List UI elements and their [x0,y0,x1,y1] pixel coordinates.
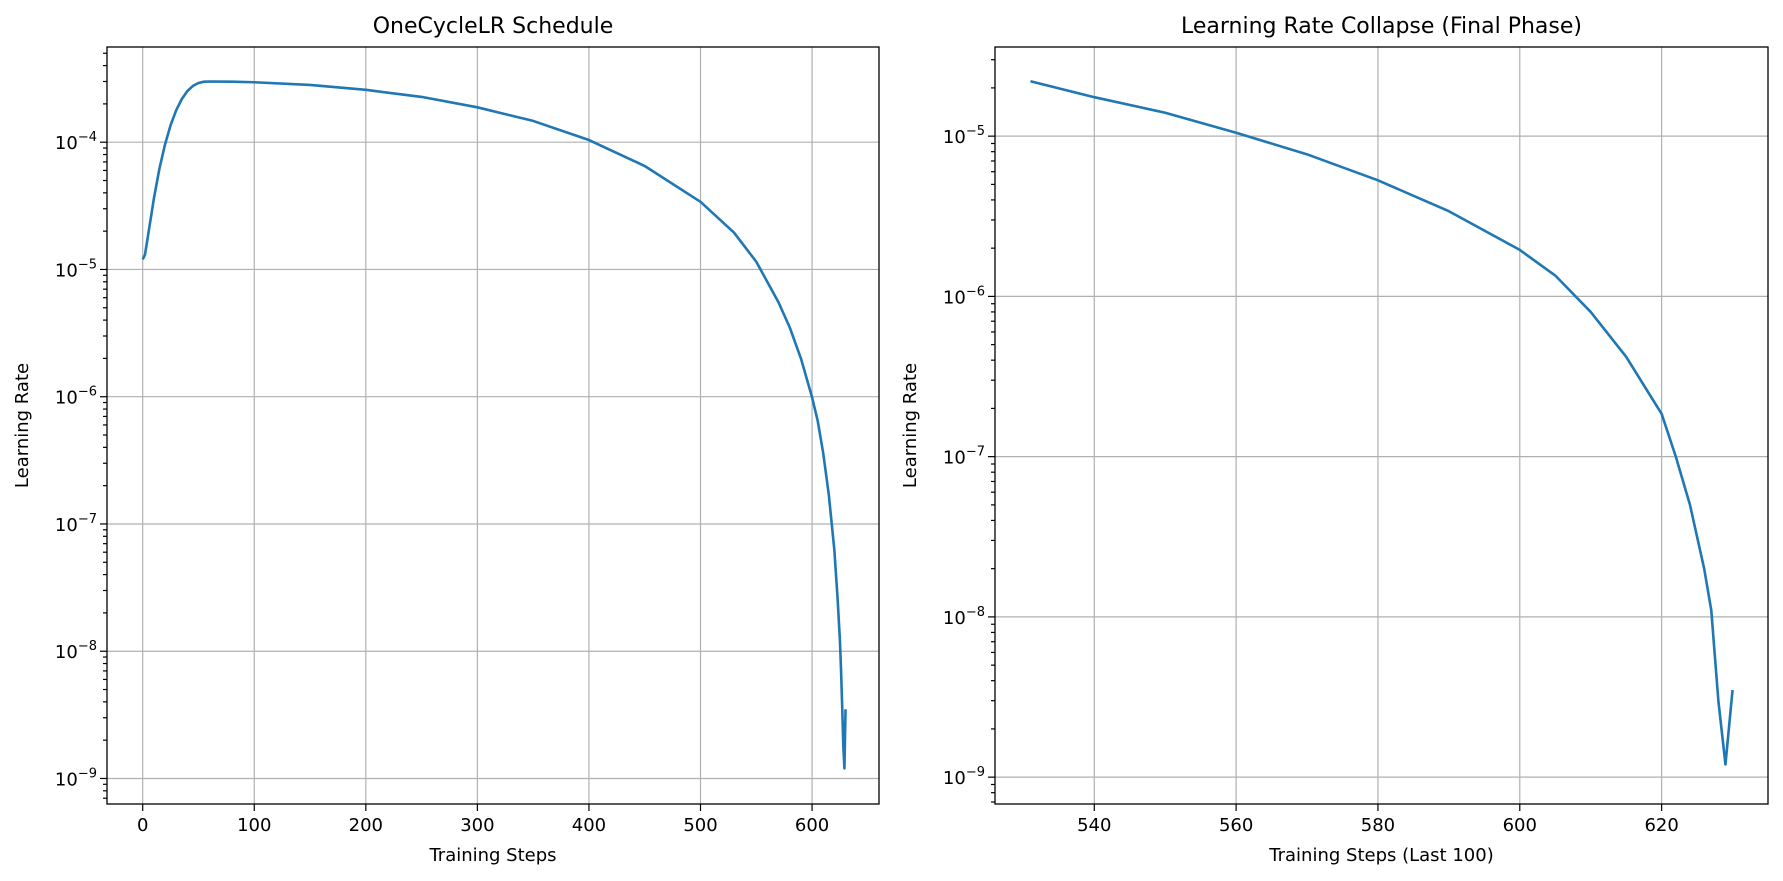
x-tick-label: 540 [1077,815,1111,836]
y-tick-label: 10−4 [55,130,97,154]
y-tick-label: 10−8 [55,639,97,663]
x-tick-label: 400 [572,815,606,836]
y-tick-label: 10−9 [943,765,985,789]
x-axis-label: Training Steps (Last 100) [1268,845,1493,866]
y-tick-label: 10−6 [943,284,985,308]
x-tick-label: 500 [683,815,717,836]
x-tick-label: 580 [1361,815,1395,836]
y-tick-label: 10−6 [55,385,97,409]
y-axis-label: Learning Rate [12,363,33,488]
chart-lr-collapse-final-phase: 540 560 580 600 620 10−9 10−8 10−7 10−6 10−5 Learn… [900,14,1769,866]
x-tick-label: 560 [1219,815,1253,836]
x-axis-label: Training Steps [428,845,556,866]
axes-frame [106,46,880,805]
lr-series-line [141,80,847,770]
x-tick-label: 0 [137,815,148,836]
x-tick-label: 600 [1503,815,1537,836]
lr-series-line [1030,80,1734,766]
x-tick-label: 300 [460,815,494,836]
axes-frame [994,46,1769,805]
y-axis-label: Learning Rate [900,363,921,488]
y-tick-label: 10−8 [943,605,985,629]
chart-title: OneCycleLR Schedule [373,14,614,39]
x-tick-label: 200 [349,815,383,836]
chart-title: Learning Rate Collapse (Final Phase) [1181,14,1582,39]
y-tick-label: 10−5 [943,124,985,148]
y-tick-label: 10−5 [55,257,97,281]
y-tick-label: 10−7 [55,512,97,536]
x-tick-label: 600 [795,815,829,836]
x-tick-label: 100 [237,815,271,836]
chart-onecyclelr-schedule: 0 100 200 300 400 500 600 10−9 10−8 10−7 10−6 10−5 1… [12,14,880,866]
x-tick-label: 620 [1644,815,1678,836]
y-tick-label: 10−7 [943,445,985,469]
y-tick-label: 10−9 [55,766,97,790]
